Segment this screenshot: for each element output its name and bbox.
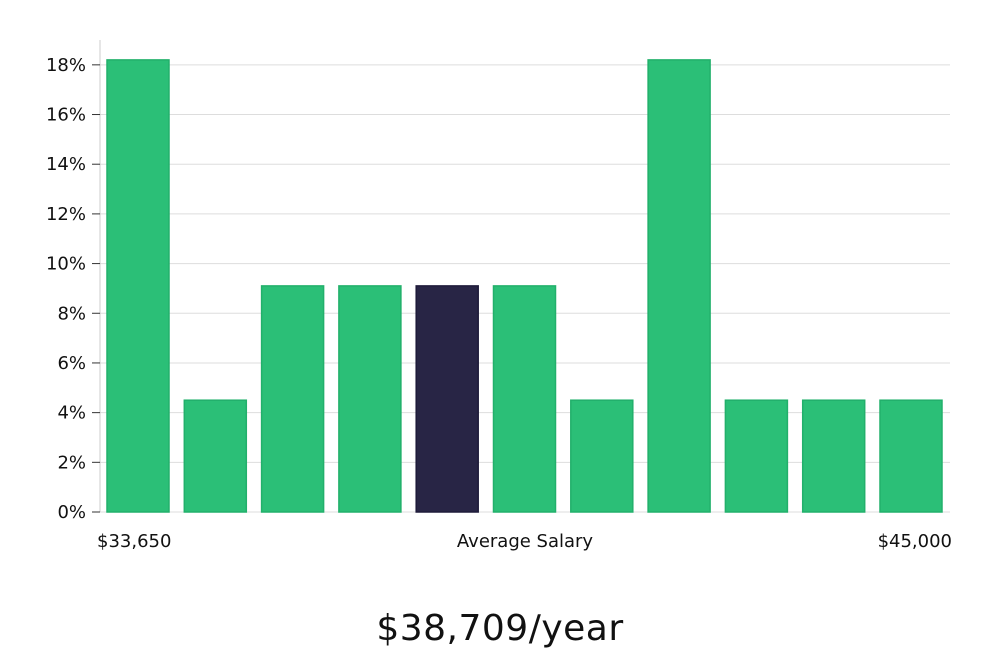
- x-axis-labels: $33,650 Average Salary $45,000: [97, 531, 952, 552]
- bar: [570, 399, 634, 513]
- bars: [106, 59, 943, 513]
- y-tick-label: 2%: [57, 452, 86, 473]
- y-tick-label: 18%: [46, 55, 86, 76]
- x-right-label: $45,000: [878, 531, 952, 552]
- bar: [183, 399, 248, 513]
- y-tick-label: 10%: [46, 254, 86, 275]
- bar: [647, 59, 711, 513]
- y-tick-label: 14%: [46, 154, 86, 175]
- y-tick-label: 0%: [57, 502, 86, 523]
- bar: [879, 399, 943, 513]
- x-center-label: Average Salary: [457, 531, 594, 552]
- bar: [260, 285, 325, 513]
- bar-highlighted: [415, 285, 479, 513]
- bar: [492, 285, 557, 513]
- y-tick-label: 6%: [57, 353, 86, 374]
- x-left-label: $33,650: [97, 531, 171, 552]
- y-tick-label: 12%: [46, 204, 86, 225]
- salary-histogram: 0% 2% 4% 6% 8% 10% 12% 14% 16% 18% $33,650 Averag…: [46, 40, 952, 552]
- y-tick-label: 8%: [57, 303, 86, 324]
- y-tick-label: 16%: [46, 105, 86, 126]
- bar: [338, 285, 402, 513]
- average-salary-value: $38,709/year: [376, 608, 624, 649]
- bar: [801, 399, 866, 513]
- bar: [724, 399, 789, 513]
- bar: [106, 59, 170, 513]
- y-tick-label: 4%: [57, 403, 86, 424]
- y-axis: 0% 2% 4% 6% 8% 10% 12% 14% 16% 18%: [46, 40, 101, 523]
